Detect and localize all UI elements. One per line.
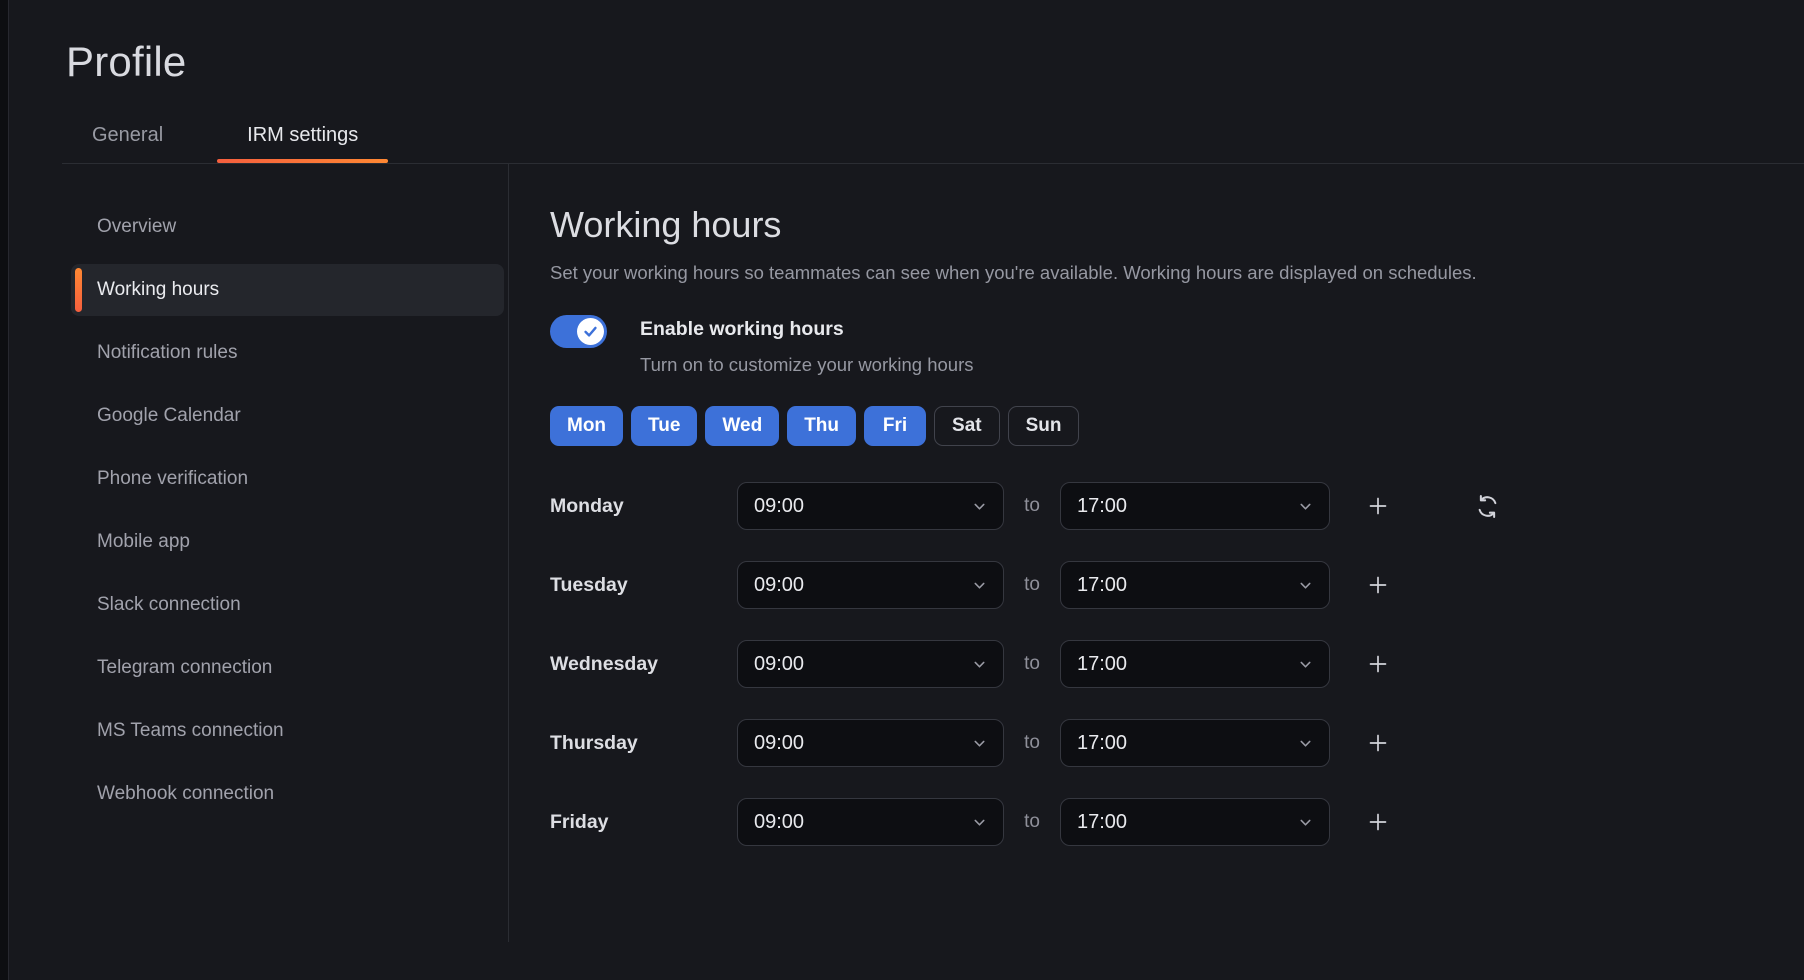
- tab-general[interactable]: General: [92, 124, 164, 147]
- end-time-select[interactable]: 17:00: [1060, 798, 1330, 847]
- add-time-range-button[interactable]: [1364, 571, 1392, 599]
- plus-icon: [1366, 652, 1390, 676]
- end-time-value: 17:00: [1077, 573, 1128, 596]
- to-label: to: [1024, 811, 1040, 833]
- enable-working-hours-toggle[interactable]: [550, 315, 607, 349]
- page-title: Profile: [66, 38, 187, 85]
- to-label: to: [1024, 653, 1040, 675]
- tab-irm-settings[interactable]: IRM settings: [217, 112, 389, 164]
- end-time-select[interactable]: 17:00: [1060, 482, 1330, 531]
- chevron-down-icon: [1298, 578, 1313, 593]
- sidebar-item-notification-rules[interactable]: Notification rules: [97, 342, 238, 364]
- start-time-value: 09:00: [754, 494, 805, 517]
- start-time-value: 09:00: [754, 652, 805, 675]
- day-pill-thu[interactable]: Thu: [787, 406, 857, 447]
- day-pill-wed[interactable]: Wed: [705, 406, 780, 447]
- enable-working-hours-row: Enable working hours Turn on to customiz…: [550, 315, 1804, 376]
- sidebar-item-phone-verification[interactable]: Phone verification: [97, 468, 249, 490]
- day-label: Monday: [550, 494, 624, 517]
- day-label: Friday: [550, 810, 609, 833]
- chevron-down-icon: [972, 578, 987, 593]
- to-label: to: [1024, 732, 1040, 754]
- sidebar-item-slack-connection[interactable]: Slack connection: [97, 594, 241, 616]
- content: Overview Working hours Notification rules G…: [66, 164, 1804, 943]
- plus-icon: [1366, 731, 1390, 755]
- day-pill-fri[interactable]: Fri: [864, 406, 927, 447]
- sidebar-item-overview[interactable]: Overview: [97, 216, 177, 238]
- chevron-down-icon: [1298, 736, 1313, 751]
- end-time-value: 17:00: [1077, 810, 1128, 833]
- add-time-range-button[interactable]: [1364, 808, 1392, 836]
- working-hours-row-thursday: Thursday 09:00 to 17:00: [550, 719, 1804, 768]
- day-label: Wednesday: [550, 652, 659, 675]
- working-hours-row-monday: Monday 09:00 to 17:00: [550, 482, 1804, 531]
- toggle-texts: Enable working hours Turn on to customiz…: [640, 315, 974, 376]
- settings-sidebar: Overview Working hours Notification rules G…: [66, 164, 508, 942]
- chevron-down-icon: [972, 657, 987, 672]
- plus-icon: [1366, 573, 1390, 597]
- profile-settings-page: Profile General IRM settings Overview Work…: [8, 0, 1804, 980]
- plus-icon: [1366, 494, 1390, 518]
- add-time-range-button[interactable]: [1364, 650, 1392, 678]
- sidebar-item-telegram-connection[interactable]: Telegram connection: [97, 657, 273, 679]
- end-time-value: 17:00: [1077, 652, 1128, 675]
- check-icon: [577, 318, 604, 346]
- start-time-select[interactable]: 09:00: [737, 561, 1004, 610]
- day-pill-sun[interactable]: Sun: [1007, 406, 1080, 447]
- chevron-down-icon: [1298, 657, 1313, 672]
- end-time-select[interactable]: 17:00: [1060, 640, 1330, 689]
- day-label: Tuesday: [550, 573, 628, 596]
- day-label: Thursday: [550, 731, 638, 754]
- day-pill-mon[interactable]: Mon: [550, 406, 624, 447]
- toggle-help-text: Turn on to customize your working hours: [640, 354, 974, 376]
- sidebar-item-google-calendar[interactable]: Google Calendar: [97, 405, 241, 427]
- sidebar-item-working-hours[interactable]: Working hours: [71, 264, 504, 317]
- toggle-label: Enable working hours: [640, 318, 844, 341]
- start-time-select[interactable]: 09:00: [737, 798, 1004, 847]
- day-pill-sat[interactable]: Sat: [934, 406, 1000, 447]
- section-heading: Working hours: [550, 204, 782, 246]
- end-time-value: 17:00: [1077, 494, 1128, 517]
- reset-working-hours-button[interactable]: [1472, 491, 1502, 521]
- sidebar-item-ms-teams-connection[interactable]: MS Teams connection: [97, 720, 284, 742]
- working-hours-row-wednesday: Wednesday 09:00 to 17:00: [550, 640, 1804, 689]
- end-time-select[interactable]: 17:00: [1060, 561, 1330, 610]
- working-hours-row-friday: Friday 09:00 to 17:00: [550, 798, 1804, 847]
- tab-bar: General IRM settings: [62, 112, 1804, 165]
- page-header: Profile: [9, 0, 1804, 86]
- start-time-value: 09:00: [754, 731, 805, 754]
- add-time-range-button[interactable]: [1364, 492, 1392, 520]
- plus-icon: [1366, 810, 1390, 834]
- chevron-down-icon: [972, 499, 987, 514]
- day-pills: Mon Tue Wed Thu Fri Sat Sun: [550, 406, 1804, 447]
- working-hours-row-tuesday: Tuesday 09:00 to 17:00: [550, 561, 1804, 610]
- to-label: to: [1024, 574, 1040, 596]
- working-hours-section: Working hours Set your working hours so …: [508, 164, 1804, 943]
- chevron-down-icon: [972, 815, 987, 830]
- start-time-select[interactable]: 09:00: [737, 719, 1004, 768]
- end-time-value: 17:00: [1077, 731, 1128, 754]
- sidebar-item-webhook-connection[interactable]: Webhook connection: [97, 783, 275, 805]
- start-time-select[interactable]: 09:00: [737, 482, 1004, 531]
- chevron-down-icon: [972, 736, 987, 751]
- working-hours-rows: Monday 09:00 to 17:00 Tuesday 09:00 to 17:00 Wed…: [550, 482, 1804, 847]
- chevron-down-icon: [1298, 815, 1313, 830]
- start-time-value: 09:00: [754, 573, 805, 596]
- to-label: to: [1024, 495, 1040, 517]
- day-pill-tue[interactable]: Tue: [631, 406, 698, 447]
- start-time-select[interactable]: 09:00: [737, 640, 1004, 689]
- add-time-range-button[interactable]: [1364, 729, 1392, 757]
- sync-icon: [1474, 493, 1501, 520]
- end-time-select[interactable]: 17:00: [1060, 719, 1330, 768]
- section-description: Set your working hours so teammates can …: [550, 262, 1477, 284]
- start-time-value: 09:00: [754, 810, 805, 833]
- sidebar-item-mobile-app[interactable]: Mobile app: [97, 531, 190, 553]
- chevron-down-icon: [1298, 499, 1313, 514]
